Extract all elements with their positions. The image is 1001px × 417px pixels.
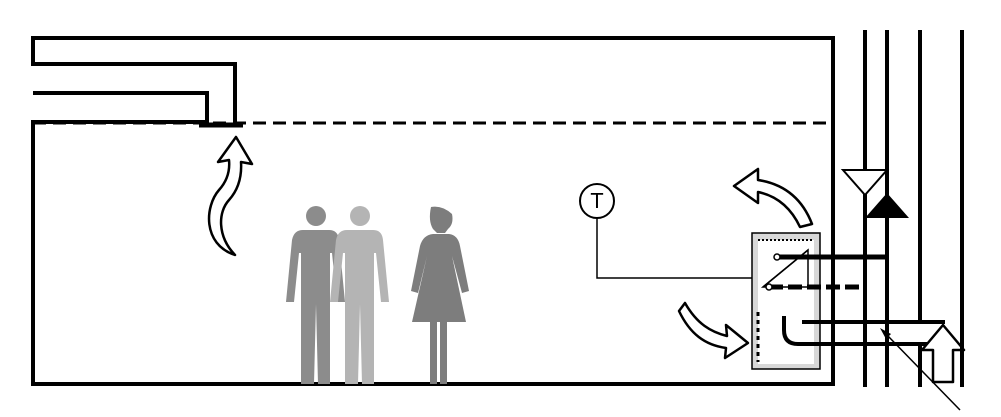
person-female-icon bbox=[411, 206, 469, 384]
person-male-icon bbox=[286, 206, 345, 384]
thermostat-control-wire bbox=[596, 218, 752, 279]
room-walls bbox=[31, 36, 835, 386]
arrow-curved-left-icon bbox=[732, 167, 814, 229]
return-connector bbox=[765, 283, 773, 291]
vertical-risers bbox=[840, 30, 964, 387]
person-male-icon bbox=[330, 206, 389, 384]
occupants bbox=[286, 206, 469, 384]
thermostat: T bbox=[579, 183, 752, 279]
fresh-air-duct-lower bbox=[782, 316, 945, 346]
supply-connector bbox=[773, 253, 781, 261]
room-wall-outline bbox=[31, 36, 835, 386]
triangle-down-icon bbox=[840, 169, 890, 197]
triangle-up-icon bbox=[865, 193, 909, 218]
fan-coil-unit bbox=[751, 232, 887, 370]
arrow-up-curved-icon bbox=[207, 135, 254, 257]
thermostat-label: T bbox=[590, 189, 604, 213]
arrow-up-outline-icon bbox=[920, 323, 966, 384]
leader-line bbox=[884, 332, 961, 411]
leader-arrowhead bbox=[880, 328, 891, 339]
arrow-curved-right-icon bbox=[677, 301, 750, 360]
